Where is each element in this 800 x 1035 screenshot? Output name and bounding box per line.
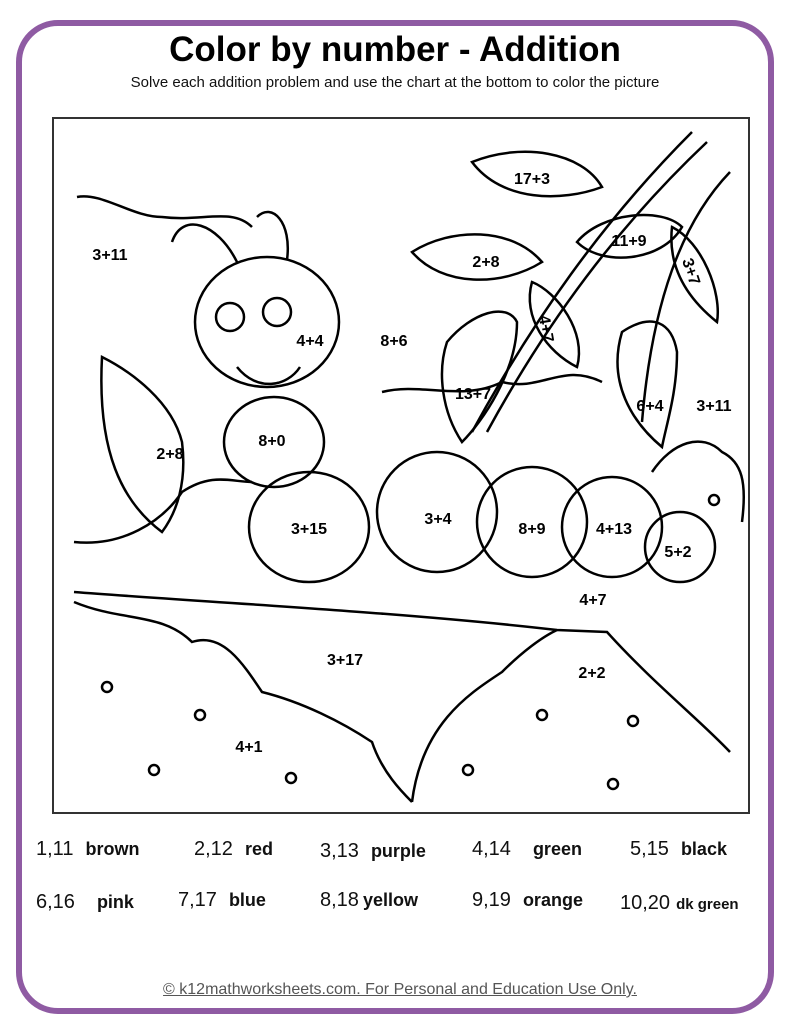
body-segment: [247, 470, 371, 584]
vine-1b: [485, 141, 708, 433]
page-frame: [16, 20, 774, 1014]
leaf: [670, 225, 720, 325]
region-label: 4+7: [579, 592, 607, 609]
region-label: 5+2: [664, 544, 692, 561]
body-segment: [475, 465, 589, 579]
mouth: [236, 366, 302, 386]
legend-item: 4,14 green: [472, 838, 582, 860]
leaf: [575, 213, 684, 259]
body-segment: [222, 395, 326, 489]
back-bush: [73, 478, 253, 544]
body-segment: [375, 450, 499, 574]
caterpillar-drawing: [73, 131, 746, 803]
region-label: 8+0: [258, 433, 286, 450]
leaf: [100, 355, 185, 534]
copyright-link[interactable]: © k12mathworksheets.com. For Personal an…: [163, 981, 637, 998]
region-label: 17+3: [513, 171, 551, 188]
region-label: 8+9: [518, 521, 546, 538]
region-label: 3+11: [92, 247, 128, 264]
coloring-picture: 17+3 2+8 11+9 3+7 4+7 3+11 4+4 8+6 13+7 …: [52, 117, 750, 814]
legend-item: 9,19 orange: [472, 889, 583, 911]
region-label: 8+6: [380, 333, 408, 350]
dot: [284, 771, 298, 785]
region-label: 13+7: [454, 386, 492, 403]
dot: [707, 493, 721, 507]
region-label: 3+11: [696, 398, 732, 415]
legend-item: 6,16 pink: [36, 891, 134, 913]
dot: [100, 680, 114, 694]
right-bush: [650, 440, 746, 523]
dot: [147, 763, 161, 777]
region-label: 2+8: [472, 254, 500, 271]
vine-2: [640, 171, 731, 423]
leaf: [528, 280, 581, 369]
dot: [626, 714, 640, 728]
leaf: [410, 233, 544, 281]
leaf: [470, 150, 604, 198]
caterpillar-head: [193, 255, 341, 389]
region-label: 11+9: [611, 233, 647, 250]
legend-item: 10,20 dk green: [620, 892, 739, 914]
legend-item: 8,18 yellow: [320, 889, 418, 911]
bush-outline-left: [73, 600, 413, 803]
legend-item: 1,11 brown: [36, 838, 140, 860]
legend-item: 5,15 black: [630, 838, 727, 860]
eye: [261, 296, 293, 328]
region-label: 4+13: [595, 521, 633, 538]
branch-outline: [73, 590, 731, 753]
dot: [193, 708, 207, 722]
bush-outline-right: [410, 628, 558, 803]
mid-bush: [381, 373, 603, 394]
region-label: 3+4: [424, 511, 452, 528]
body-segment: [643, 510, 717, 584]
region-label: 2+8: [156, 446, 184, 463]
region-label: 3+17: [326, 652, 364, 669]
dot: [535, 708, 549, 722]
legend-item: 2,12 red: [194, 838, 273, 860]
legend-item: 3,13 purple: [320, 840, 426, 862]
page-subtitle: Solve each addition problem and use the …: [130, 74, 660, 91]
region-label: 3+15: [290, 521, 328, 538]
eye: [214, 301, 246, 333]
body-segment: [560, 475, 664, 579]
leaf: [440, 310, 519, 444]
leaf: [616, 320, 679, 450]
dot: [461, 763, 475, 777]
region-label: 4+4: [296, 333, 324, 350]
dot: [606, 777, 620, 791]
legend-item: 7,17 blue: [178, 889, 266, 911]
region-label: 2+2: [578, 665, 606, 682]
antenna: [256, 210, 290, 261]
top-bush: [76, 195, 253, 228]
region-label: 4+1: [235, 739, 263, 756]
page-title: Color by number - Addition: [169, 30, 621, 69]
region-label: 6+4: [636, 398, 664, 415]
antenna: [170, 223, 239, 263]
vine-1: [470, 131, 693, 433]
